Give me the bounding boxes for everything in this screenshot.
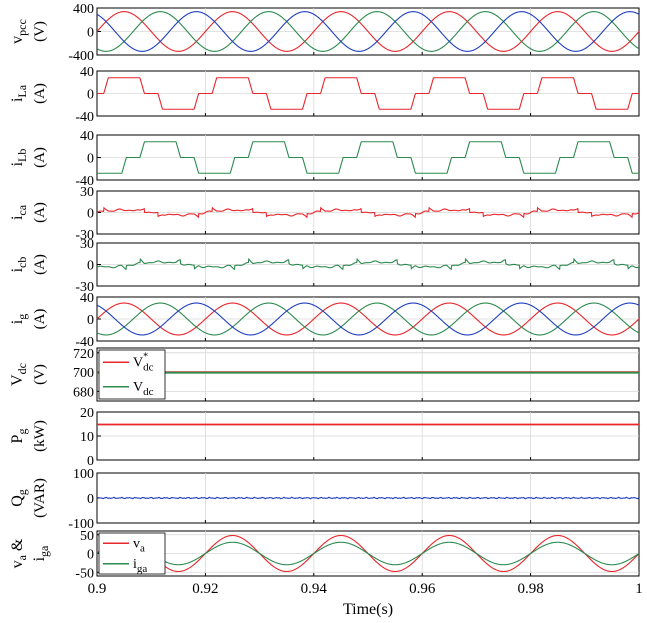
panel-pg: 20 10 0 Pg (kW) [9,406,640,469]
legend: va iga [98,532,166,575]
y-axis-label: iLa [9,84,29,102]
x-tick-label: 0.9 [88,581,107,597]
y-tick-label: -100 [68,517,94,532]
y-tick-label: 0 [87,88,94,103]
y-axis-unit: (A) [32,254,48,275]
y-axis-label: Pg [9,429,29,444]
y-tick-label: 0 [87,26,94,41]
series-line-ica-0 [97,206,639,219]
y-axis-label-line2: iga [31,545,51,561]
y-tick-label: -50 [75,566,94,581]
series-line-vpcc-2 [97,11,639,52]
y-axis-unit: (V) [32,364,48,385]
y-tick-label: 40 [80,65,94,80]
y-axis-label: Qg [9,489,29,507]
panel-vpcc: 400 0 -400 vpcc (V) [9,2,640,64]
legend-label: V* dc [133,351,154,373]
y-tick-label: 50 [80,529,94,544]
x-axis: 0.9 0.92 0.94 0.96 0.98 1 [88,581,643,597]
legend: V* dc Vdc [98,349,166,400]
y-tick-label: 30 [80,237,94,252]
y-axis-unit: (A) [32,147,48,168]
series-line-iLb-0 [97,141,639,174]
y-axis-unit: (A) [32,83,48,104]
y-tick-label: -40 [75,110,94,125]
y-tick-label: -40 [75,335,94,350]
y-tick-label: 0 [87,152,94,167]
y-axis-unit: (V) [32,21,48,42]
series-line-ig-2 [97,302,639,336]
y-tick-label: 680 [73,385,94,400]
series-line-ig-1 [97,302,639,336]
y-tick-label: 40 [80,291,94,306]
y-tick-label: 0 [87,259,94,274]
x-tick-label: 0.96 [409,581,436,597]
y-axis-unit: (kW) [32,420,48,452]
y-tick-label: 720 [73,347,94,362]
y-tick-label: 10 [80,430,94,445]
series-line-iLa-0 [97,77,639,110]
legend-label: iga [133,557,147,575]
y-tick-label: 30 [80,185,94,200]
panel-frame [96,347,640,402]
y-tick-label: 100 [73,467,94,482]
y-axis-label: ig [9,314,29,324]
y-tick-label: 40 [80,129,94,144]
y-axis-label: Vdc [9,363,29,386]
y-axis-unit: (VAR) [32,478,48,518]
y-tick-label: 0 [87,313,94,328]
series-line-qg-0 [97,496,639,500]
y-tick-label: -400 [68,49,94,64]
series-line-icb-0 [97,257,639,271]
y-tick-label: 0 [87,454,94,469]
x-tick-label: 0.98 [517,581,543,597]
y-axis-unit: (A) [32,202,48,223]
y-axis-label: ica [9,204,29,220]
panel-iLb: 40 0 -40 iLb (A) [9,129,640,189]
y-tick-label: 400 [73,2,94,17]
y-tick-label: 0 [87,492,94,507]
x-tick-label: 0.92 [192,581,218,597]
y-tick-label: 0 [87,548,94,563]
panel-ica: 30 0 -30 ica (A) [9,185,640,243]
panel-ig: 40 0 -40 ig (A) [9,291,640,350]
series-line-vpcc-0 [97,11,639,52]
panel-icb: 30 0 -30 icb (A) [9,237,640,295]
y-tick-label: -40 [75,174,94,189]
y-axis-label: vpcc [9,19,29,44]
series-line-vpcc-1 [97,11,639,52]
x-axis-label: Time(s) [343,601,393,618]
y-tick-label: -30 [75,228,94,243]
y-axis-label: va & [9,538,29,568]
y-axis-label: iLb [9,149,29,167]
series-line-ig-0 [97,302,639,336]
legend-label: Vdc [133,380,154,398]
panel-qg: 100 0 -100 Qg (VAR) [9,467,640,532]
panel-iLa: 40 0 -40 iLa (A) [9,65,640,125]
x-tick-label: 0.94 [301,581,328,597]
series-line-vaiga-1 [97,541,639,566]
y-tick-label: 700 [73,366,94,381]
legend-box [98,532,166,575]
legend-label: va [133,536,145,554]
y-axis-label: icb [9,257,29,273]
y-tick-label: -30 [75,280,94,295]
y-tick-label: 20 [80,406,94,421]
x-tick-label: 1 [635,581,643,597]
y-tick-label: 0 [87,207,94,222]
legend-box [98,349,166,400]
y-axis-unit: (A) [32,309,48,330]
